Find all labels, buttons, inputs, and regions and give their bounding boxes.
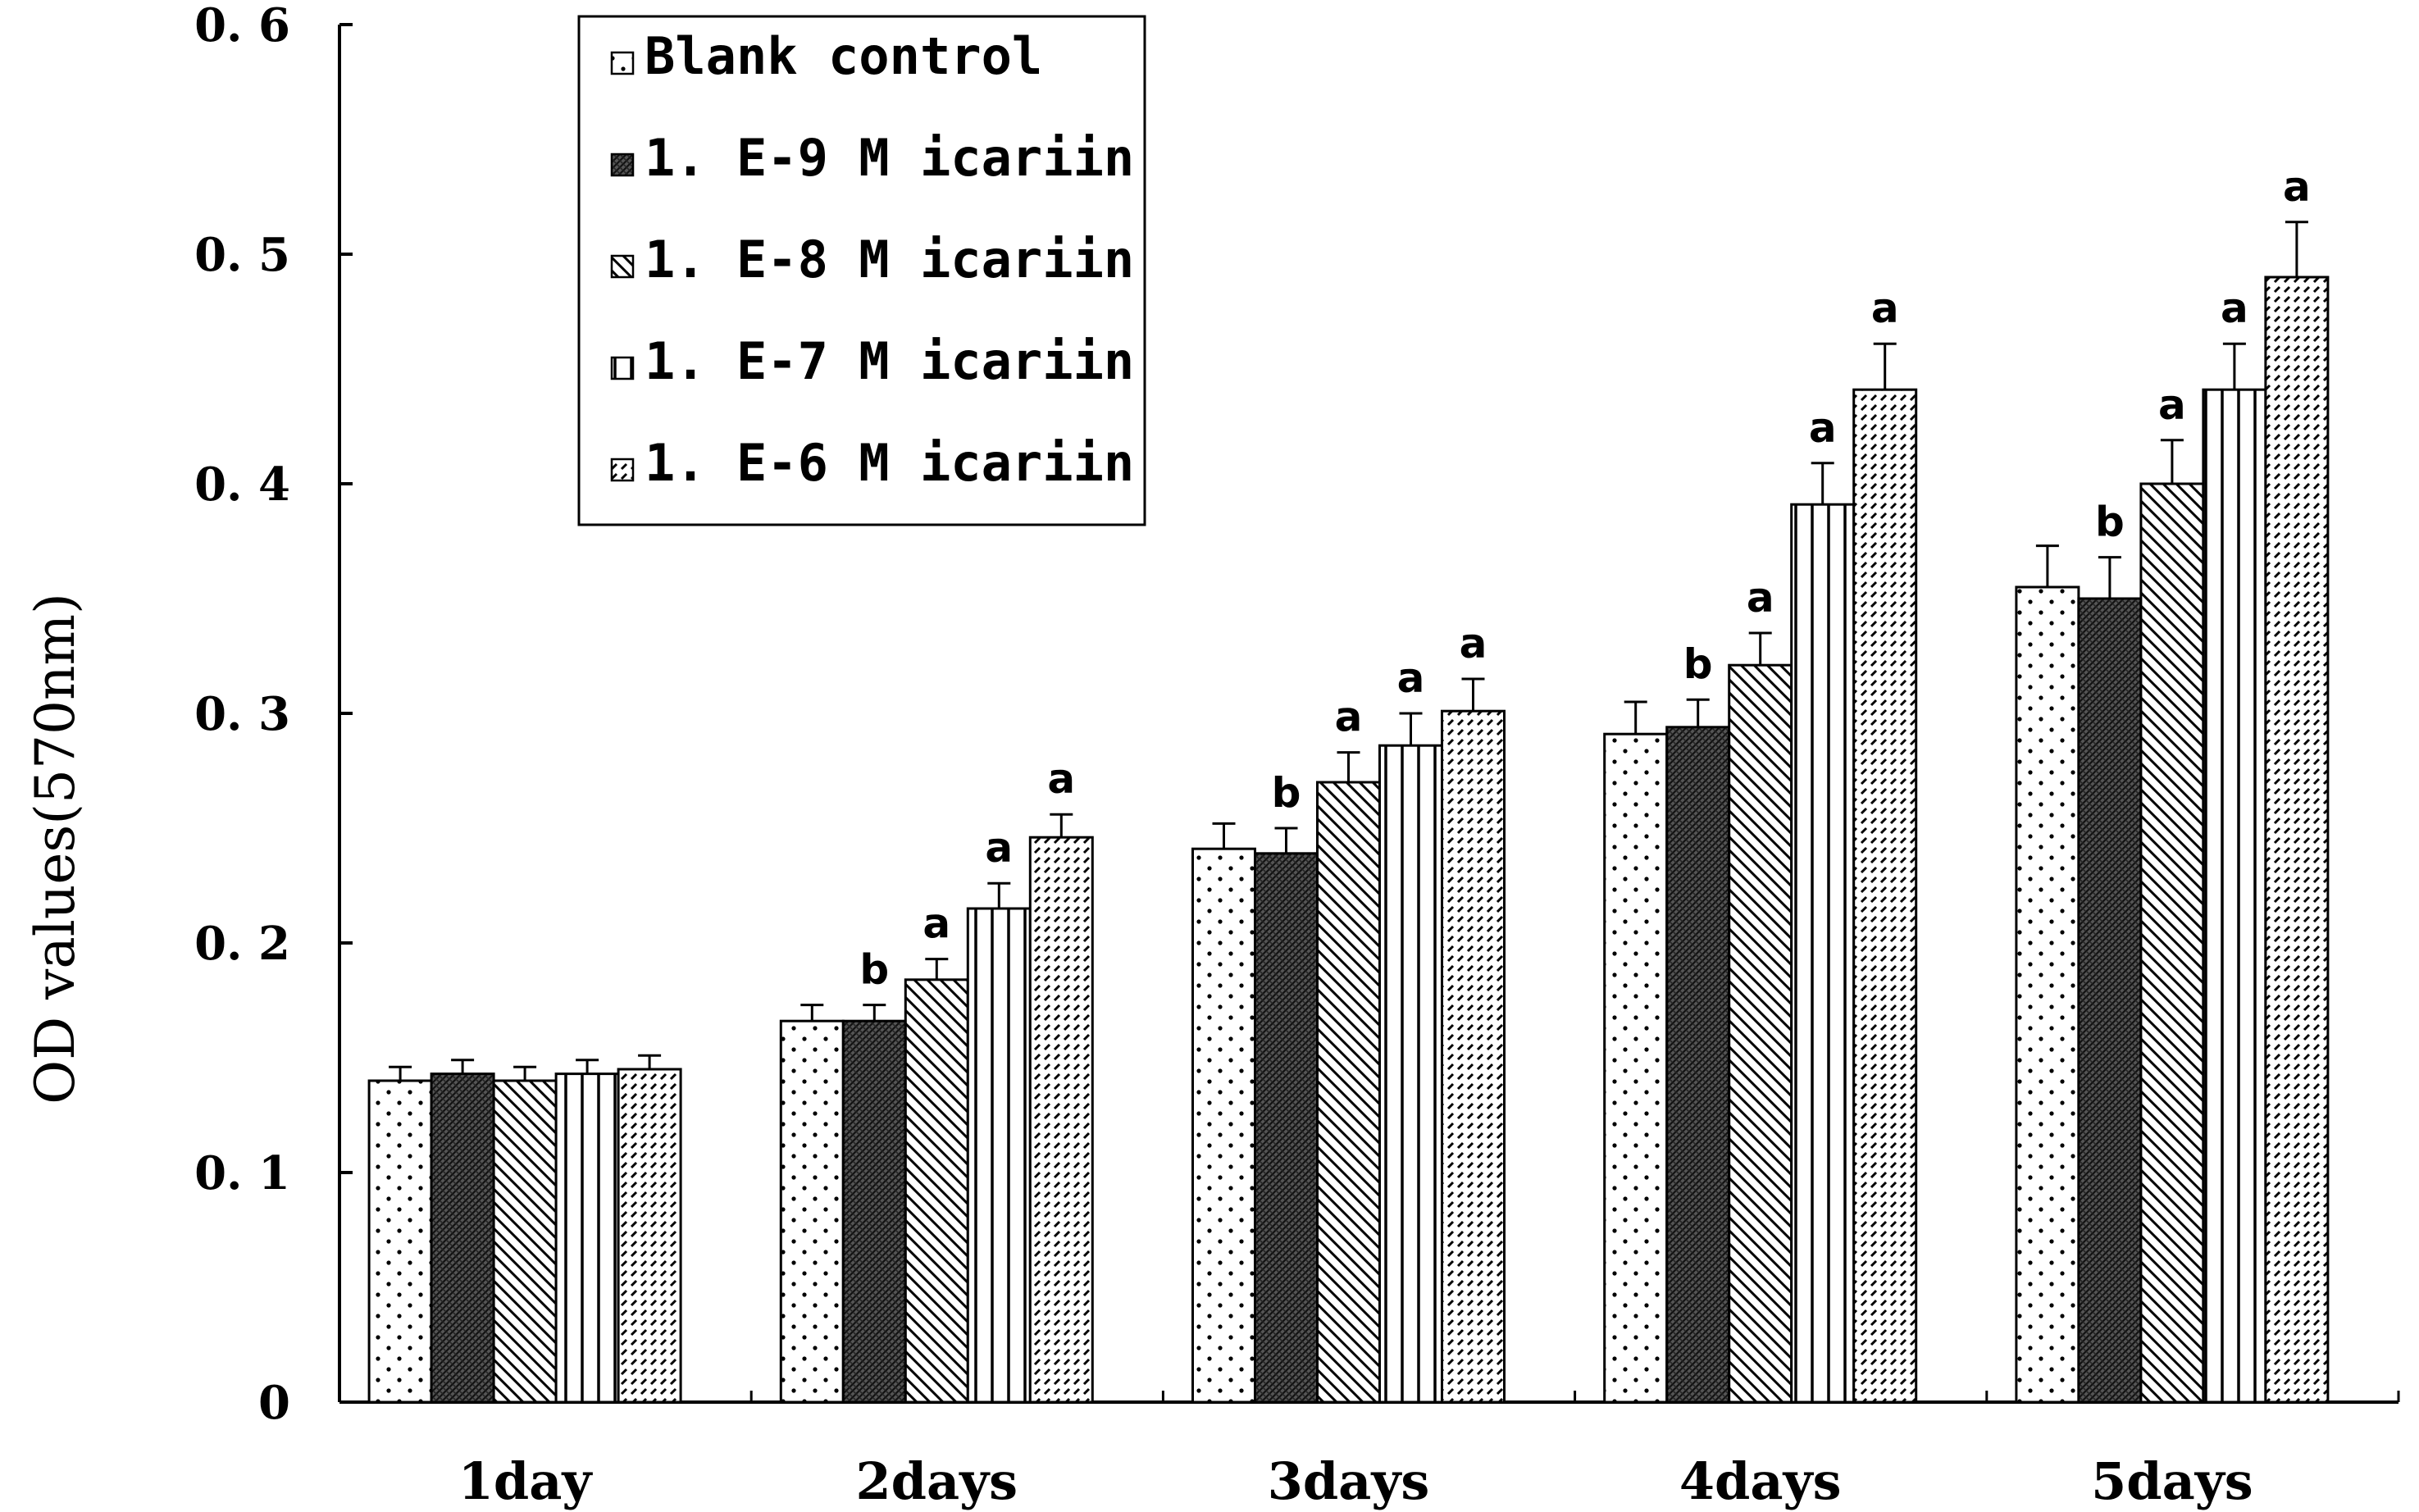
bar-4-1 <box>554 1073 620 1404</box>
y-axis-title: OD values(570nm) <box>24 593 87 1104</box>
significance-label: a <box>1397 654 1425 702</box>
significance-label: a <box>2221 285 2248 332</box>
x-tick-label: 1day <box>458 1451 594 1511</box>
bar-5-3 <box>1441 709 1506 1404</box>
legend-box <box>577 15 1146 526</box>
bar-3-1 <box>492 1079 558 1404</box>
legend-label-2: 1. E-9 M icariin <box>645 128 1134 188</box>
significance-label: a <box>1047 755 1075 803</box>
legend-swatch-3 <box>610 254 635 279</box>
x-tick-label: 5days <box>2091 1451 2253 1511</box>
bar-3-4 <box>1728 663 1793 1404</box>
y-tick-label: 0. 4 <box>194 458 290 512</box>
x-tick-label: 2days <box>855 1451 1018 1511</box>
y-tick-label: 0. 2 <box>194 917 290 971</box>
y-tick-label: 0 <box>258 1376 290 1430</box>
y-tick-label: 0. 3 <box>194 687 290 741</box>
significance-label: a <box>1460 620 1487 667</box>
legend: Blank control 1. E-9 M icariin 1. E-8 M ic… <box>577 15 1146 526</box>
bar-4-2 <box>966 907 1032 1404</box>
y-tick-label: 0. 6 <box>194 0 290 52</box>
legend-swatch-5 <box>610 458 635 482</box>
bar-2-2 <box>841 1019 907 1404</box>
legend-swatch-4 <box>610 356 635 380</box>
bar-3-3 <box>1316 781 1381 1404</box>
significance-label: a <box>1335 694 1363 741</box>
bar-2-1 <box>430 1073 495 1404</box>
bar-2-5 <box>2077 597 2143 1404</box>
significance-label: a <box>2158 381 2186 429</box>
bar-5-1 <box>617 1068 682 1404</box>
significance-label: b <box>2095 499 2125 546</box>
bar-1-3 <box>1191 847 1256 1404</box>
bar-5-4 <box>1852 388 1918 1404</box>
bar-4-4 <box>1790 503 1856 1404</box>
bar-3-2 <box>904 978 969 1404</box>
bar-1-1 <box>367 1079 433 1404</box>
significance-label: a <box>922 900 950 948</box>
significance-label: a <box>2283 163 2311 211</box>
x-tick-label: 3days <box>1268 1451 1430 1511</box>
bar-3-5 <box>2139 482 2205 1404</box>
bar-5-2 <box>1028 836 1094 1404</box>
bar-1-5 <box>2015 585 2080 1404</box>
legend-swatch-2 <box>610 153 635 177</box>
bar-4-3 <box>1378 744 1443 1404</box>
bar-2-3 <box>1254 852 1319 1404</box>
legend-label-3: 1. E-8 M icariin <box>645 230 1134 289</box>
y-tick-label: 0. 5 <box>194 228 290 282</box>
bar-5-5 <box>2264 276 2330 1404</box>
legend-swatch-1 <box>610 51 635 75</box>
x-tick-label: 4days <box>1679 1451 1842 1511</box>
legend-label-1: Blank control <box>645 26 1042 86</box>
bar-2-4 <box>1665 726 1731 1404</box>
significance-label: a <box>1871 285 1899 332</box>
legend-label-4: 1. E-7 M icariin <box>645 331 1134 391</box>
significance-label: b <box>1683 640 1713 688</box>
y-tick-label: 0. 1 <box>194 1146 290 1200</box>
significance-label: b <box>859 946 889 994</box>
significance-label: a <box>1747 574 1774 622</box>
significance-label: a <box>985 824 1013 872</box>
legend-label-5: 1. E-6 M icariin <box>645 433 1134 493</box>
bar-1-2 <box>779 1019 845 1404</box>
bar-1-4 <box>1603 732 1669 1404</box>
bar-4-5 <box>2202 388 2267 1404</box>
significance-label: b <box>1272 769 1301 817</box>
significance-label: a <box>1809 404 1837 452</box>
